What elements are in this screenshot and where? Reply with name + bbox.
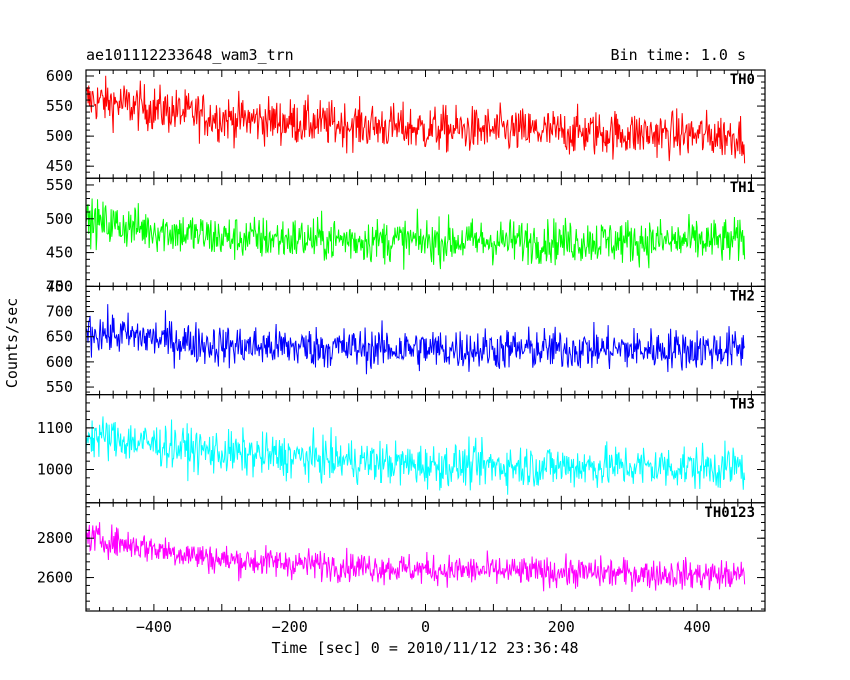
- panels-group: 450 500 550 600 TH0 400 450 500 550 TH1 550 600 650 7…: [37, 67, 766, 612]
- y-tick-label: 650: [46, 328, 73, 346]
- series-line-th2: [86, 304, 746, 375]
- x-tick-label: 200: [548, 618, 575, 636]
- panel-label: TH2: [730, 288, 755, 304]
- y-tick-label: 1000: [37, 461, 73, 479]
- panel-frame: [85, 69, 766, 179]
- x-tick-label: −200: [272, 618, 308, 636]
- panel-th3: 1000 1100 TH3: [37, 394, 766, 504]
- panel-label: TH3: [730, 397, 755, 413]
- y-tick-label: 500: [46, 127, 73, 145]
- y-tick-label: 600: [46, 353, 73, 371]
- bin-time-label: Bin time: 1.0 s: [611, 46, 746, 64]
- chart-title: ae101112233648_wam3_trn: [86, 46, 294, 64]
- panel-label: TH0: [730, 72, 755, 88]
- y-tick-label: 550: [46, 97, 73, 115]
- x-tick-label: −400: [136, 618, 172, 636]
- y-tick-label: 700: [46, 303, 73, 321]
- y-tick-label: 2800: [37, 529, 73, 547]
- x-tick-labels: −400 −200 0 200 400: [136, 618, 711, 636]
- x-tick-label: 0: [421, 618, 430, 636]
- panel-label: TH1: [730, 180, 755, 196]
- panel-th0123: 2600 2800 TH0123: [37, 502, 766, 612]
- y-tick-label: 750: [46, 277, 73, 295]
- y-tick-label: 550: [46, 378, 73, 396]
- y-tick-label: 550: [46, 176, 73, 194]
- panel-label: TH0123: [704, 505, 755, 521]
- series-line-th0123: [86, 522, 746, 592]
- series-line-th0: [86, 75, 746, 164]
- y-tick-label: 500: [46, 210, 73, 228]
- y-tick-label: 450: [46, 244, 73, 262]
- y-axis-label: Counts/sec: [3, 298, 21, 388]
- x-axis-label: Time [sec] 0 = 2010/11/12 23:36:48: [271, 639, 578, 657]
- x-tick-label: 400: [684, 618, 711, 636]
- panel-th2: 550 600 650 700 750 TH2: [46, 277, 766, 396]
- y-tick-label: 1100: [37, 419, 73, 437]
- y-tick-label: 2600: [37, 569, 73, 587]
- series-line-th3: [86, 416, 746, 495]
- y-tick-label: 450: [46, 157, 73, 175]
- panel-th0: 450 500 550 600 TH0: [46, 67, 766, 179]
- y-tick-label: 600: [46, 67, 73, 85]
- series-line-th1: [86, 198, 746, 270]
- panel-th1: 400 450 500 550 TH1: [46, 176, 766, 295]
- y-tick-label: 400: [46, 277, 73, 295]
